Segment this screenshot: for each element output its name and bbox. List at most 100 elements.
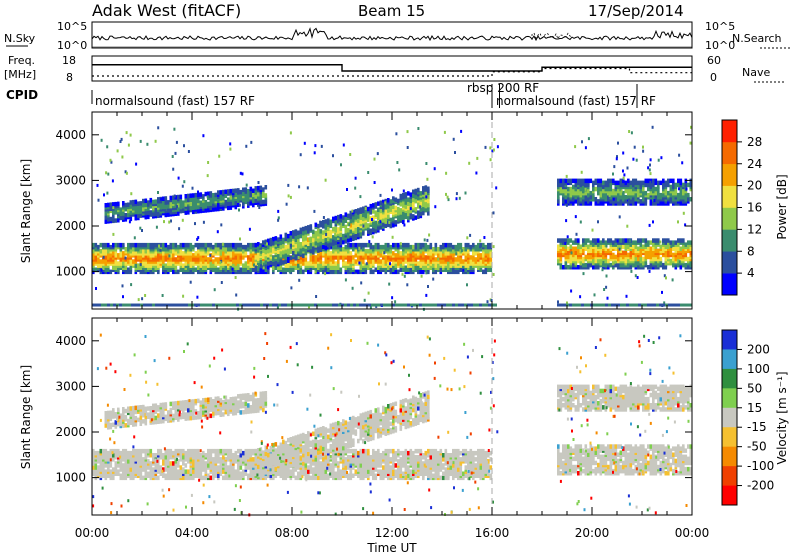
velocity-cell [175, 449, 178, 454]
power-cell [320, 246, 323, 251]
power-cell [242, 172, 244, 175]
velocity-cell [172, 474, 175, 479]
power-cell [461, 249, 463, 252]
power-cell [612, 240, 615, 245]
power-cell [572, 304, 575, 307]
power-cell [650, 158, 652, 161]
power-cell [138, 298, 140, 301]
power-cell [607, 201, 610, 206]
power-cell [347, 243, 350, 248]
power-cell [135, 163, 137, 166]
power-cell [647, 255, 650, 260]
power-cell [670, 259, 673, 264]
power-cell [360, 281, 362, 284]
velocity-cell [180, 465, 183, 470]
power-cell [227, 247, 230, 252]
velocity-cell [122, 449, 125, 454]
power-cell [671, 304, 674, 307]
power-cell [122, 295, 124, 298]
power-cell [630, 189, 633, 194]
power-cell [662, 185, 665, 190]
power-cell [402, 211, 405, 216]
power-cell [629, 304, 632, 307]
power-cell [619, 215, 621, 218]
power-cell [577, 265, 580, 270]
velocity-cell [180, 453, 183, 458]
power-cell [425, 185, 428, 190]
power-cell [267, 253, 270, 258]
power-cell [360, 214, 363, 219]
power-cell [649, 164, 651, 167]
power-cell [335, 255, 338, 260]
power-cell [367, 207, 370, 212]
power-cell [160, 255, 163, 260]
power-cell [658, 159, 660, 162]
power-cell [420, 243, 423, 248]
power-cell [620, 179, 623, 184]
power-cell [362, 207, 365, 212]
power-cell [203, 221, 205, 224]
power-cell [442, 243, 445, 248]
power-cell [338, 304, 341, 307]
power-cell [635, 197, 638, 202]
power-cell [470, 259, 473, 264]
power-cell [170, 304, 173, 307]
power-cell [227, 255, 230, 260]
power-cell [615, 191, 618, 196]
power-cell [202, 194, 205, 199]
power-cell [237, 259, 240, 264]
power-cell [202, 134, 204, 137]
power-cell [103, 193, 105, 196]
power-cell [406, 283, 408, 286]
power-cell [315, 223, 318, 228]
nave-line [92, 69, 692, 77]
velocity-cell [102, 449, 105, 454]
power-cell [252, 268, 255, 273]
power-cell [645, 261, 648, 266]
power-cell [625, 247, 628, 252]
power-cell [125, 217, 128, 222]
velocity-cell [137, 461, 140, 466]
velocity-cell [117, 469, 120, 474]
power-cell [250, 141, 252, 144]
power-cell [614, 261, 616, 264]
power-cell [395, 253, 398, 258]
power-cell [365, 270, 368, 275]
power-cell [272, 262, 275, 267]
power-cell [115, 247, 118, 252]
velocity-cell [182, 467, 185, 472]
power-cell [597, 265, 600, 270]
power-cell [402, 193, 405, 198]
power-cell [479, 239, 481, 242]
power-cell [152, 243, 155, 248]
velocity-cell [120, 474, 123, 479]
power-cell [311, 304, 314, 307]
power-cell [365, 224, 368, 229]
velocity-cell [192, 463, 195, 468]
power-cell [127, 203, 130, 208]
power-cell [607, 238, 610, 243]
power-cell [605, 193, 608, 198]
power-cell [570, 187, 573, 192]
power-cell [605, 197, 608, 202]
power-cell [560, 238, 563, 243]
power-cell [378, 221, 380, 224]
power-cell [362, 304, 365, 307]
power-cell [165, 196, 168, 201]
power-cell [683, 304, 686, 307]
y-tick-label: 2000 [55, 219, 86, 233]
power-cell [437, 304, 440, 307]
power-cell [407, 212, 410, 217]
power-cell [156, 226, 158, 229]
velocity-cell [107, 463, 110, 468]
velocity-cell [102, 461, 105, 466]
power-cell [343, 144, 345, 147]
power-cell [431, 304, 434, 307]
power-cell [173, 128, 175, 131]
power-cell [645, 238, 648, 243]
power-cell [315, 295, 317, 298]
power-cell [668, 304, 671, 307]
power-cell [170, 196, 173, 201]
velocity-cell [130, 467, 133, 472]
power-cell [365, 243, 368, 248]
